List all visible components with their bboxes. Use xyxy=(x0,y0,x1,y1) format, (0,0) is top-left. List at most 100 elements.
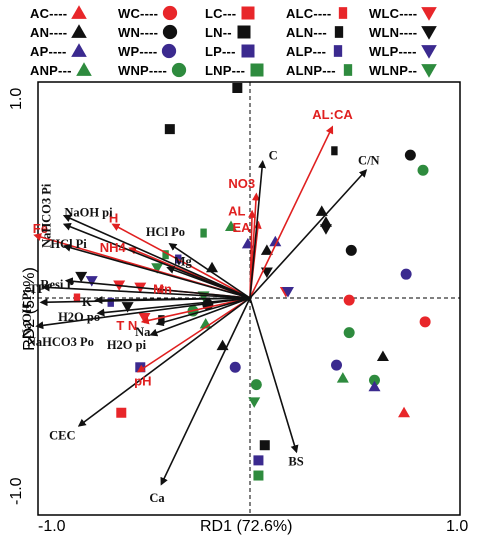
sample-point-wn xyxy=(404,149,416,161)
legend-item-ap: AP---- xyxy=(30,41,87,61)
vector-label-hcl-pi: HCl Pi xyxy=(50,237,87,251)
sample-point-wc xyxy=(419,316,431,328)
vector-label-h: H xyxy=(109,210,118,225)
sample-point-ap xyxy=(368,380,381,392)
legend-label: AN---- xyxy=(30,24,68,40)
vector-t-n xyxy=(140,297,251,325)
legend-item-wc: WC---- xyxy=(118,3,178,23)
legend-item-wlc: WLC---- xyxy=(369,3,438,23)
legend-marker-triangle-down-icon xyxy=(420,45,437,59)
legend-label: WLP---- xyxy=(369,43,417,59)
vector-label-ca: Ca xyxy=(149,491,165,505)
vector-label-h2o-po: H2O po xyxy=(58,310,100,324)
sample-point-wlnp xyxy=(248,397,261,408)
vector-label-mg: Mg xyxy=(174,255,193,269)
sample-point-anp xyxy=(225,220,238,232)
legend-label: WNP---- xyxy=(118,62,168,78)
sample-point-ln xyxy=(164,124,175,135)
vector-labels: AL:CA NO3 AL EA Fe H NH4 Mn T N pH C C/N HCl Po Mg NaO… xyxy=(20,107,379,505)
vector-label-tp: TP xyxy=(29,282,45,296)
vector-label-resi-p: Resi P xyxy=(40,278,74,292)
sample-point-wnp xyxy=(250,379,262,391)
sample-point-aln xyxy=(331,146,338,156)
vector-label-k: K xyxy=(82,295,92,309)
vector-label-naoh-po: NaOH Po xyxy=(20,286,34,338)
sample-point-an xyxy=(206,261,219,273)
legend-marker-triangle-down-icon xyxy=(421,26,438,40)
vector-label-fe: Fe xyxy=(33,221,48,236)
legend-marker-square-icon xyxy=(250,63,264,77)
vector-label-bs: BS xyxy=(288,455,303,469)
legend-marker xyxy=(237,25,251,39)
vector-al xyxy=(247,209,256,299)
legend-label: ALNP--- xyxy=(286,62,336,78)
legend-label: ANP--- xyxy=(30,62,72,78)
legend-label: ALN--- xyxy=(286,24,327,40)
sample-point-wln xyxy=(319,224,332,235)
vector-naoh-pi xyxy=(62,223,251,299)
legend-label: LC--- xyxy=(205,5,237,21)
legend-marker xyxy=(71,5,88,19)
vector-h xyxy=(111,223,251,299)
legend-marker xyxy=(241,44,255,58)
legend-item-wlnp: WLNP-- xyxy=(369,60,437,80)
vector-hcl-po xyxy=(168,242,251,299)
legend-marker xyxy=(420,45,437,59)
legend-marker-square-icon xyxy=(241,6,255,20)
legend-marker-triangle-down-icon xyxy=(421,7,438,21)
vector-c-n xyxy=(249,169,368,299)
legend-label: WLNP-- xyxy=(369,62,418,78)
sample-point-wln xyxy=(121,302,134,313)
legend-marker xyxy=(339,7,348,19)
legend-label: AC---- xyxy=(30,5,68,21)
legend-marker-square-sm-icon xyxy=(343,64,352,76)
legend-marker xyxy=(334,26,344,38)
sample-point-alc xyxy=(73,293,81,303)
sample-point-lp xyxy=(253,455,264,466)
sample-point-ap xyxy=(269,235,282,247)
vector-label-c: C xyxy=(269,149,278,163)
legend-marker xyxy=(241,6,255,20)
vector-ca xyxy=(160,297,251,486)
legend-marker-square-icon xyxy=(241,44,255,58)
x-tick-min: -1.0 xyxy=(38,518,66,535)
vector-na xyxy=(155,297,251,327)
legend-item-wp: WP---- xyxy=(118,41,177,61)
sample-point-alnp xyxy=(200,228,207,238)
vector-label-ea: EA xyxy=(232,220,251,235)
legend-marker xyxy=(162,43,177,59)
y-tick-min: -1.0 xyxy=(8,477,25,505)
sample-point-wlp xyxy=(281,287,294,298)
legend-marker xyxy=(334,45,343,57)
sample-point-wnp xyxy=(343,327,355,339)
legend-item-ac: AC---- xyxy=(30,3,88,23)
sample-point-wn xyxy=(345,244,357,256)
sample-point-wlnp xyxy=(151,263,164,274)
vector-resi-p xyxy=(64,277,251,299)
legend-item-an: AN---- xyxy=(30,22,88,42)
vector-label-hcl-po: HCl Po xyxy=(146,225,185,239)
sample-point-an xyxy=(376,350,389,361)
vector-label-c-n: C/N xyxy=(358,153,380,167)
y-axis-label: RD2 (5.1%) xyxy=(21,267,38,351)
legend-label: WLC---- xyxy=(369,5,418,21)
legend-label: AP---- xyxy=(30,43,67,59)
legend-marker xyxy=(163,24,178,40)
vector-label-cec: CEC xyxy=(49,429,75,443)
sample-point-wnp xyxy=(368,374,380,386)
vector-bs xyxy=(249,297,299,454)
legend: AC---- WC---- LC--- ALC---- WLC---- AN---- WN-… xyxy=(0,2,479,80)
vector-hcl-pi xyxy=(62,243,251,299)
legend-label: LN-- xyxy=(205,24,232,40)
legend-item-lnp: LNP--- xyxy=(205,60,265,80)
legend-marker xyxy=(171,62,187,78)
sample-point-an xyxy=(260,244,273,255)
vector-tp xyxy=(41,283,251,299)
sample-point-wp xyxy=(400,268,412,280)
legend-marker xyxy=(421,7,438,21)
legend-marker xyxy=(421,64,437,78)
legend-item-aln: ALN--- xyxy=(286,22,347,42)
legend-label: ALC---- xyxy=(286,5,332,21)
vector-label-nahco3-po: NaHCO3 Po xyxy=(27,335,94,349)
